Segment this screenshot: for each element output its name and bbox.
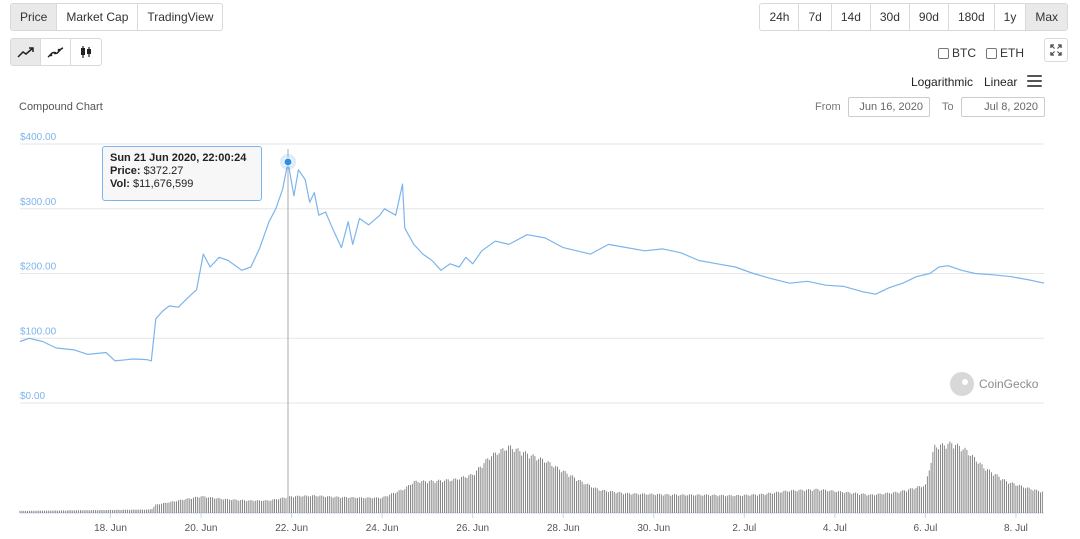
chart-tabs: Price Market Cap TradingView	[10, 3, 224, 31]
compare-btc-checkbox[interactable]: BTC	[938, 46, 976, 60]
coingecko-watermark: CoinGecko	[950, 372, 1038, 396]
tooltip-price-label: Price:	[110, 165, 141, 177]
candlestick-chart-icon	[81, 46, 91, 58]
line-chart-icon	[16, 47, 34, 58]
tab-tradingview[interactable]: TradingView	[147, 10, 214, 24]
range-selector: 24h 7d 14d 30d 90d 180d 1y Max	[759, 3, 1068, 31]
tooltip-volume: $11,676,599	[133, 178, 194, 190]
y-tick-label: $300.00	[20, 197, 57, 208]
from-label: From	[815, 101, 841, 113]
watermark-text: CoinGecko	[979, 377, 1039, 391]
x-tick-label: 6. Jul	[913, 523, 937, 534]
tooltip-vol-label: Vol:	[110, 178, 130, 190]
price-series-line	[19, 161, 1045, 362]
y-tick-label: $200.00	[20, 262, 57, 273]
chart-type-selector	[10, 38, 102, 66]
x-tick-label: 20. Jun	[185, 523, 218, 534]
smooth-line-chart-icon	[47, 47, 63, 58]
range-24h[interactable]: 24h	[760, 4, 800, 30]
checkbox-icon	[938, 47, 949, 59]
chart-title: Compound Chart	[19, 101, 103, 113]
range-1y[interactable]: 1y	[995, 4, 1027, 30]
tab-price[interactable]: Price	[11, 4, 58, 30]
candlestick-chart-button[interactable]	[71, 39, 101, 65]
range-180d[interactable]: 180d	[949, 4, 995, 30]
line-chart-button[interactable]	[11, 39, 41, 65]
checkbox-icon	[986, 47, 997, 59]
x-tick-label: 2. Jul	[732, 523, 756, 534]
compare-eth-label: ETH	[1000, 46, 1024, 60]
range-max[interactable]: Max	[1026, 4, 1067, 30]
gecko-logo-icon	[950, 372, 974, 396]
x-tick-label: 4. Jul	[823, 523, 847, 534]
tooltip-price: $372.27	[143, 165, 184, 177]
y-tick-label: $0.00	[20, 391, 45, 402]
to-date-input[interactable]	[961, 97, 1045, 117]
x-tick-label: 18. Jun	[94, 523, 127, 534]
x-tick-label: 8. Jul	[1004, 523, 1028, 534]
x-tick-label: 28. Jun	[547, 523, 580, 534]
compare-btc-label: BTC	[952, 46, 976, 60]
x-tick-label: 30. Jun	[637, 523, 670, 534]
fullscreen-button[interactable]	[1044, 38, 1068, 62]
expand-icon	[1050, 44, 1062, 56]
range-14d[interactable]: 14d	[832, 4, 871, 30]
from-date-input[interactable]	[848, 97, 930, 117]
tab-market-cap[interactable]: Market Cap	[57, 4, 139, 30]
y-tick-label: $100.00	[20, 326, 57, 337]
range-90d[interactable]: 90d	[910, 4, 949, 30]
price-tooltip: Sun 21 Jun 2020, 22:00:24 Price: $372.27…	[102, 146, 262, 201]
linear-scale-option[interactable]: Linear	[984, 75, 1018, 89]
y-tick-label: $400.00	[20, 132, 57, 143]
logarithmic-scale-option[interactable]: Logarithmic	[911, 75, 974, 89]
highlight-point	[283, 157, 293, 167]
range-30d[interactable]: 30d	[871, 4, 910, 30]
compare-eth-checkbox[interactable]: ETH	[986, 46, 1024, 60]
range-7d[interactable]: 7d	[799, 4, 832, 30]
hamburger-menu-icon[interactable]	[1027, 75, 1042, 87]
x-tick-label: 22. Jun	[275, 523, 308, 534]
smooth-line-chart-button[interactable]	[41, 39, 71, 65]
to-label: To	[942, 101, 954, 113]
x-tick-label: 24. Jun	[366, 523, 399, 534]
tooltip-date: Sun 21 Jun 2020, 22:00:24	[110, 152, 247, 164]
x-tick-label: 26. Jun	[456, 523, 489, 534]
